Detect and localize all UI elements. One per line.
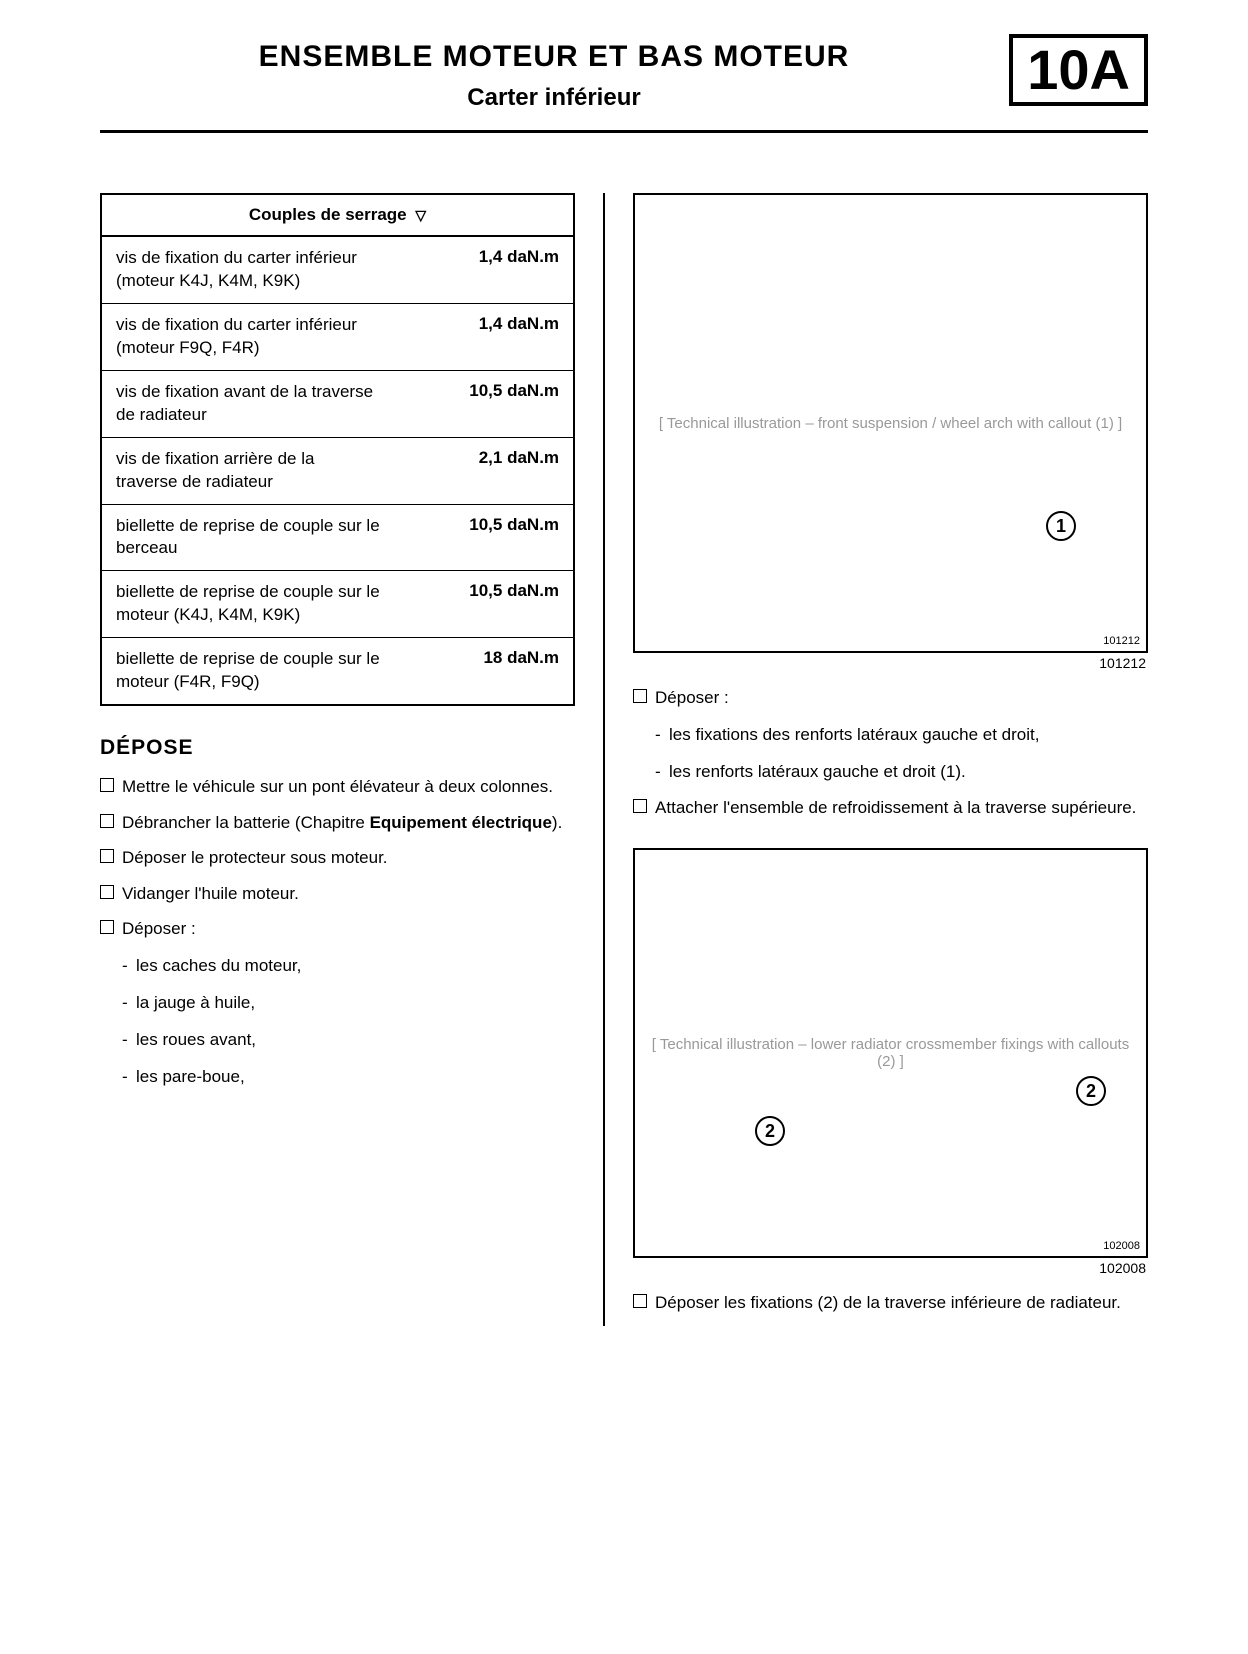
torque-desc: vis de fixation avant de la traverse de … — [101, 370, 394, 437]
list-item: Déposer : les caches du moteur, la jauge… — [100, 916, 575, 1090]
list-item: Déposer le protecteur sous moteur. — [100, 845, 575, 871]
list-item: Débrancher la batterie (Chapitre Equipem… — [100, 810, 575, 836]
spacer — [633, 830, 1148, 848]
step-text: Déposer : — [122, 919, 196, 938]
torque-value: 10,5 daN.m — [394, 504, 574, 571]
table-row: biellette de reprise de couple sur le mo… — [101, 638, 574, 705]
page: ENSEMBLE MOTEUR ET BAS MOTEUR Carter inf… — [0, 0, 1248, 1386]
callout-2a: 2 — [755, 1116, 785, 1146]
figure-101212: [ Technical illustration – front suspens… — [633, 193, 1148, 653]
torque-value: 1,4 daN.m — [394, 236, 574, 303]
step-text-bold: Equipement électrique — [370, 813, 552, 832]
list-item: les pare-boue, — [122, 1063, 575, 1090]
list-item: Attacher l'ensemble de refroidissement à… — [633, 795, 1148, 821]
figure-102008: [ Technical illustration – lower radiato… — [633, 848, 1148, 1258]
depose-sublist: les caches du moteur, la jauge à huile, … — [122, 952, 575, 1091]
torque-desc: vis de fixation du carter inférieur (mot… — [101, 236, 394, 303]
table-row: vis de fixation arrière de la traverse d… — [101, 437, 574, 504]
torque-desc: biellette de reprise de couple sur le be… — [101, 504, 394, 571]
torque-value: 18 daN.m — [394, 638, 574, 705]
torque-table-header-text: Couples de serrage — [249, 205, 407, 224]
depose-heading: DÉPOSE — [100, 736, 575, 760]
depose-checklist: Mettre le véhicule sur un pont élévateur… — [100, 774, 575, 1090]
section-code-badge: 10A — [1009, 34, 1148, 106]
torque-table-body: vis de fixation du carter inférieur (mot… — [101, 236, 574, 705]
header-subtitle: Carter inférieur — [100, 84, 1008, 112]
header-title: ENSEMBLE MOTEUR ET BAS MOTEUR — [100, 40, 1008, 74]
torque-desc: vis de fixation arrière de la traverse d… — [101, 437, 394, 504]
torque-value: 10,5 daN.m — [394, 571, 574, 638]
triangle-down-icon: ▽ — [415, 207, 426, 224]
list-item: les caches du moteur, — [122, 952, 575, 979]
step-text: Déposer : — [655, 688, 729, 707]
column-right: [ Technical illustration – front suspens… — [603, 193, 1148, 1326]
table-row: vis de fixation du carter inférieur (mot… — [101, 303, 574, 370]
step-text: Débrancher la batterie (Chapitre — [122, 813, 370, 832]
figure-placeholder: [ Technical illustration – lower radiato… — [635, 1026, 1146, 1080]
list-item: les renforts latéraux gauche et droit (1… — [655, 758, 1148, 785]
list-item: Vidanger l'huile moteur. — [100, 881, 575, 907]
torque-desc: vis de fixation du carter inférieur (mot… — [101, 303, 394, 370]
list-item: Déposer les fixations (2) de la traverse… — [633, 1290, 1148, 1316]
list-item: Mettre le véhicule sur un pont élévateur… — [100, 774, 575, 800]
figure-id-inner: 102008 — [1103, 1240, 1140, 1252]
callout-2b: 2 — [1076, 1076, 1106, 1106]
torque-value: 1,4 daN.m — [394, 303, 574, 370]
header-titles: ENSEMBLE MOTEUR ET BAS MOTEUR Carter inf… — [100, 40, 1148, 112]
page-header: ENSEMBLE MOTEUR ET BAS MOTEUR Carter inf… — [100, 40, 1148, 133]
column-left: Couples de serrage ▽ vis de fixation du … — [100, 193, 603, 1326]
table-row: vis de fixation du carter inférieur (mot… — [101, 236, 574, 303]
torque-value: 10,5 daN.m — [394, 370, 574, 437]
torque-desc: biellette de reprise de couple sur le mo… — [101, 571, 394, 638]
list-item: les roues avant, — [122, 1026, 575, 1053]
table-row: biellette de reprise de couple sur le be… — [101, 504, 574, 571]
table-row: biellette de reprise de couple sur le mo… — [101, 571, 574, 638]
figure-id-outer: 102008 — [633, 1260, 1146, 1276]
right-checklist-2: Déposer les fixations (2) de la traverse… — [633, 1290, 1148, 1316]
figure-placeholder: [ Technical illustration – front suspens… — [649, 405, 1132, 442]
list-item: Déposer : les fixations des renforts lat… — [633, 685, 1148, 785]
table-row: vis de fixation avant de la traverse de … — [101, 370, 574, 437]
figure-id-outer: 101212 — [633, 655, 1146, 671]
list-item: la jauge à huile, — [122, 989, 575, 1016]
torque-value: 2,1 daN.m — [394, 437, 574, 504]
torque-table: Couples de serrage ▽ vis de fixation du … — [100, 193, 575, 706]
right-checklist-1: Déposer : les fixations des renforts lat… — [633, 685, 1148, 820]
callout-1: 1 — [1046, 511, 1076, 541]
right-sublist-1: les fixations des renforts latéraux gauc… — [655, 721, 1148, 785]
step-text: ). — [552, 813, 562, 832]
torque-table-header: Couples de serrage ▽ — [101, 194, 574, 236]
torque-desc: biellette de reprise de couple sur le mo… — [101, 638, 394, 705]
list-item: les fixations des renforts latéraux gauc… — [655, 721, 1148, 748]
figure-id-inner: 101212 — [1103, 635, 1140, 647]
two-column-layout: Couples de serrage ▽ vis de fixation du … — [100, 193, 1148, 1326]
